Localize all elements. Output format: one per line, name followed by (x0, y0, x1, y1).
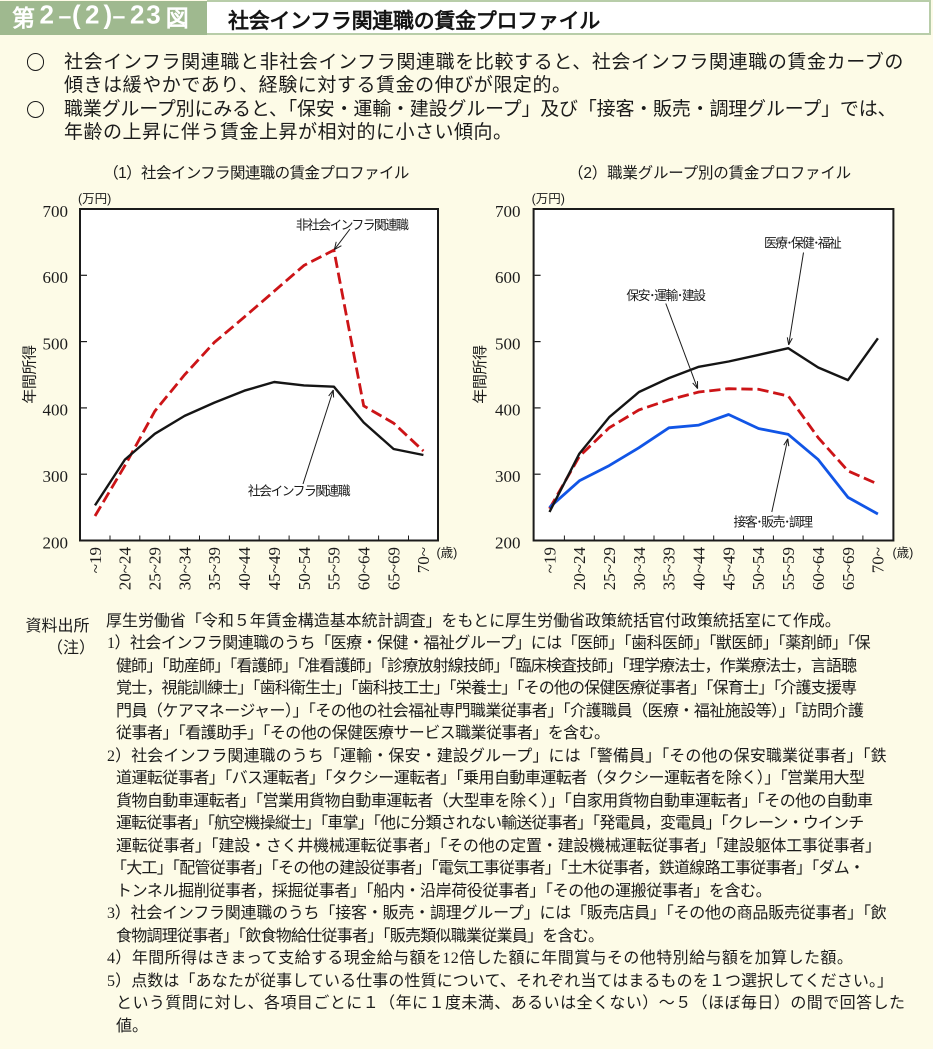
svg-text:非社会インフラ関連職: 非社会インフラ関連職 (296, 218, 409, 233)
svg-text:700: 700 (43, 202, 69, 221)
svg-text:60~64: 60~64 (809, 547, 828, 591)
svg-text:~19: ~19 (540, 547, 559, 573)
svg-text:(万円): (万円) (78, 192, 111, 206)
svg-text:45~49: 45~49 (719, 547, 738, 590)
svg-text:~19: ~19 (86, 547, 105, 573)
svg-text:保安･運輸･建設: 保安･運輸･建設 (626, 288, 706, 303)
svg-text:(歳): (歳) (893, 546, 914, 560)
svg-text:200: 200 (495, 533, 521, 552)
svg-text:40~44: 40~44 (235, 547, 254, 591)
svg-text:40~44: 40~44 (690, 547, 709, 591)
svg-text:500: 500 (495, 334, 521, 353)
svg-text:700: 700 (495, 202, 521, 221)
svg-text:20~24: 20~24 (116, 547, 135, 591)
svg-text:400: 400 (495, 401, 521, 420)
svg-text:70~: 70~ (414, 547, 433, 573)
svg-text:400: 400 (43, 401, 69, 420)
svg-text:(万円): (万円) (532, 192, 565, 206)
svg-text:3: 3 (146, 0, 160, 30)
svg-text:年間所得: 年間所得 (472, 345, 489, 404)
svg-text:接客･販売･調理: 接客･販売･調理 (734, 515, 814, 530)
svg-text:（1）社会インフラ関連職の賃金プロファイル: （1）社会インフラ関連職の賃金プロファイル (103, 164, 409, 182)
svg-text:60~64: 60~64 (355, 547, 374, 591)
svg-text:（2）職業グループ別の賃金プロファイル: （2）職業グループ別の賃金プロファイル (568, 164, 851, 182)
svg-text:65~69: 65~69 (839, 547, 858, 590)
svg-text:25~29: 25~29 (600, 547, 619, 590)
svg-text:–: – (113, 3, 126, 29)
svg-text:300: 300 (43, 467, 69, 486)
svg-text:社会インフラ関連職: 社会インフラ関連職 (248, 484, 351, 499)
svg-text:図: 図 (166, 5, 189, 31)
svg-text:2: 2 (130, 0, 144, 30)
svg-text:–: – (59, 3, 72, 29)
svg-text:200: 200 (43, 533, 69, 552)
svg-text:25~29: 25~29 (146, 547, 165, 590)
svg-text:65~69: 65~69 (384, 547, 403, 590)
svg-text:55~59: 55~59 (779, 547, 798, 590)
svg-text:20~24: 20~24 (570, 547, 589, 591)
svg-text:50~54: 50~54 (295, 547, 314, 591)
svg-text:第: 第 (12, 5, 35, 31)
svg-text:600: 600 (495, 268, 521, 287)
svg-text:600: 600 (43, 268, 69, 287)
svg-text:45~49: 45~49 (265, 547, 284, 590)
svg-text:55~59: 55~59 (325, 547, 344, 590)
svg-text:2: 2 (40, 0, 54, 30)
svg-text:50~54: 50~54 (749, 547, 768, 591)
svg-text:): ) (104, 0, 113, 30)
svg-text:30~34: 30~34 (630, 547, 649, 591)
svg-text:年間所得: 年間所得 (22, 345, 39, 404)
svg-text:70~: 70~ (869, 547, 888, 573)
svg-text:300: 300 (495, 467, 521, 486)
svg-text:医療･保健･福祉: 医療･保健･福祉 (764, 236, 842, 251)
svg-text:(: ( (72, 0, 81, 30)
svg-text:35~39: 35~39 (660, 547, 679, 590)
svg-text:(歳): (歳) (437, 546, 458, 560)
svg-text:500: 500 (43, 334, 69, 353)
svg-text:30~34: 30~34 (175, 547, 194, 591)
svg-text:2: 2 (85, 0, 99, 30)
svg-text:35~39: 35~39 (205, 547, 224, 590)
